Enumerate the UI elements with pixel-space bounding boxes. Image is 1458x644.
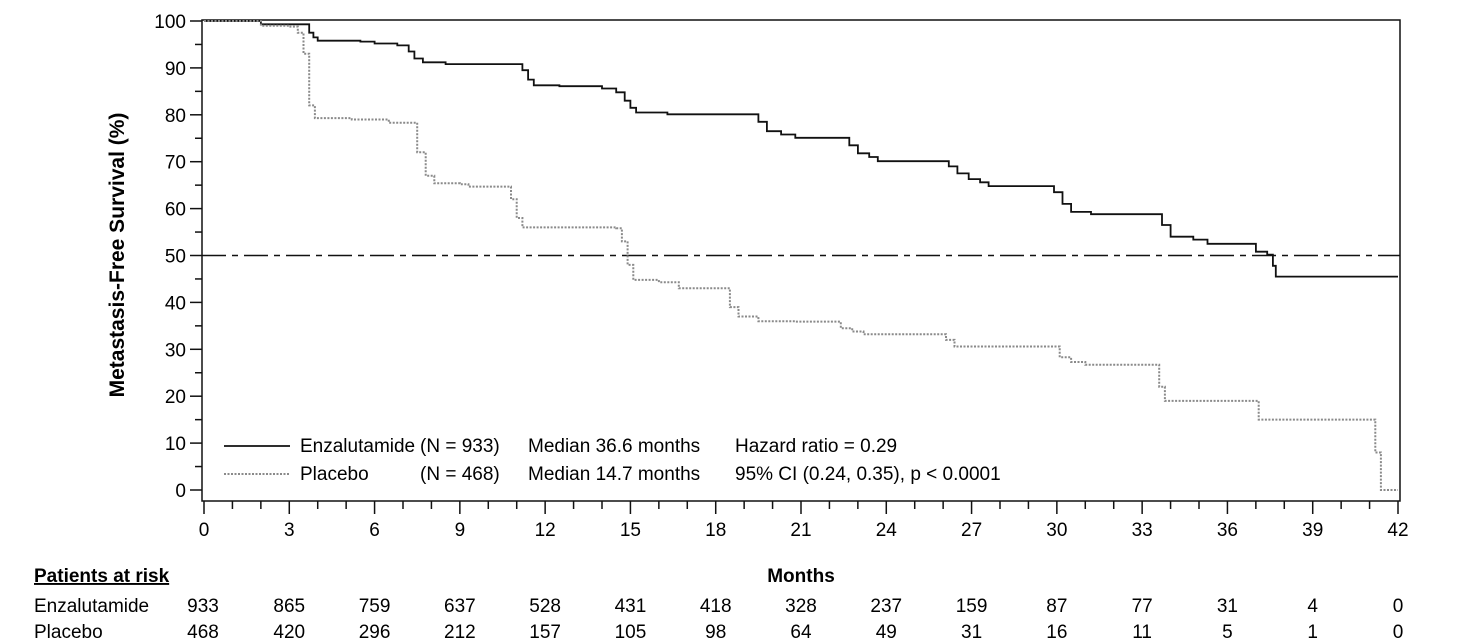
- risk-table: Patients at risk Enzalutamide 933 865 759 63…: [34, 566, 1403, 643]
- y-tick-label: 60: [165, 200, 186, 221]
- risk-cell: 0: [1393, 596, 1404, 617]
- risk-cell: 11: [1132, 622, 1152, 643]
- x-tick-label: 27: [961, 520, 982, 541]
- x-tick-label: 21: [790, 520, 811, 541]
- x-tick-label: 42: [1387, 520, 1408, 541]
- legend-n: (N = 468): [420, 464, 500, 485]
- risk-cell: 0: [1393, 622, 1404, 643]
- x-tick-label: 30: [1046, 520, 1067, 541]
- risk-cell: 16: [1046, 622, 1067, 643]
- risk-cell: 759: [359, 596, 391, 617]
- y-tick-label: 40: [165, 293, 186, 314]
- risk-cell: 212: [444, 622, 476, 643]
- legend-stat: Hazard ratio = 0.29: [735, 436, 897, 457]
- x-tick-label: 3: [284, 520, 295, 541]
- x-tick-label: 0: [199, 520, 210, 541]
- x-tick-label: 9: [455, 520, 466, 541]
- risk-row-label: Placebo: [34, 622, 103, 643]
- x-tick-label: 24: [876, 520, 898, 541]
- legend-name: Placebo: [300, 464, 369, 485]
- risk-cell: 31: [1217, 596, 1238, 617]
- x-axis: 0 3 6 9 12 15 18 21 24 27 30 33 36 39 42: [199, 501, 1409, 541]
- y-tick-label: 70: [165, 153, 186, 174]
- risk-row-label: Enzalutamide: [34, 596, 149, 617]
- risk-cell: 431: [615, 596, 647, 617]
- y-tick-label: 50: [165, 247, 186, 268]
- series-line-placebo: [204, 20, 1398, 491]
- y-tick-label: 0: [175, 481, 186, 502]
- y-tick-label: 20: [165, 387, 186, 408]
- legend: Enzalutamide (N = 933) Median 36.6 months H…: [224, 436, 1001, 485]
- risk-cell: 468: [187, 622, 219, 643]
- risk-cell: 933: [187, 596, 219, 617]
- y-tick-label: 80: [165, 106, 186, 127]
- x-tick-label: 6: [369, 520, 380, 541]
- risk-cell: 159: [956, 596, 988, 617]
- risk-cell: 64: [790, 622, 812, 643]
- plot-frame: [201, 19, 1401, 502]
- legend-n: (N = 933): [420, 436, 500, 457]
- risk-cell: 1: [1307, 622, 1318, 643]
- risk-table-title: Patients at risk: [34, 566, 170, 587]
- y-tick-label: 100: [154, 12, 186, 33]
- series-line-enzalutamide: [204, 20, 1398, 278]
- x-tick-label: 33: [1132, 520, 1153, 541]
- legend-stat: 95% CI (0.24, 0.35), p < 0.0001: [735, 464, 1001, 485]
- y-tick-label: 90: [165, 59, 186, 80]
- x-tick-label: 39: [1302, 520, 1323, 541]
- legend-median: Median 14.7 months: [528, 464, 700, 485]
- risk-cell: 31: [961, 622, 982, 643]
- y-axis-label: Metastasis-Free Survival (%): [106, 113, 129, 398]
- risk-cell: 237: [870, 596, 902, 617]
- risk-cell: 865: [273, 596, 305, 617]
- risk-cell: 637: [444, 596, 476, 617]
- risk-cell: 105: [615, 622, 647, 643]
- risk-cell: 77: [1132, 596, 1153, 617]
- x-tick-label: 15: [620, 520, 641, 541]
- x-tick-label: 18: [705, 520, 726, 541]
- risk-cell: 528: [529, 596, 561, 617]
- risk-cell: 98: [705, 622, 726, 643]
- risk-cell: 418: [700, 596, 732, 617]
- y-tick-label: 30: [165, 340, 186, 361]
- x-tick-label: 12: [535, 520, 556, 541]
- y-axis: 0 10 20 30 40 50 60 70 80 90 100: [154, 12, 202, 502]
- risk-cell: 4: [1307, 596, 1318, 617]
- legend-median: Median 36.6 months: [528, 436, 700, 457]
- risk-cell: 420: [273, 622, 305, 643]
- risk-cell: 49: [876, 622, 897, 643]
- risk-cell: 296: [359, 622, 391, 643]
- risk-cell: 157: [529, 622, 561, 643]
- legend-name: Enzalutamide: [300, 436, 415, 457]
- x-tick-label: 36: [1217, 520, 1238, 541]
- risk-cell: 87: [1046, 596, 1067, 617]
- risk-cell: 328: [785, 596, 817, 617]
- y-tick-label: 10: [165, 434, 186, 455]
- risk-cell: 5: [1222, 622, 1233, 643]
- x-axis-label: Months: [767, 566, 835, 587]
